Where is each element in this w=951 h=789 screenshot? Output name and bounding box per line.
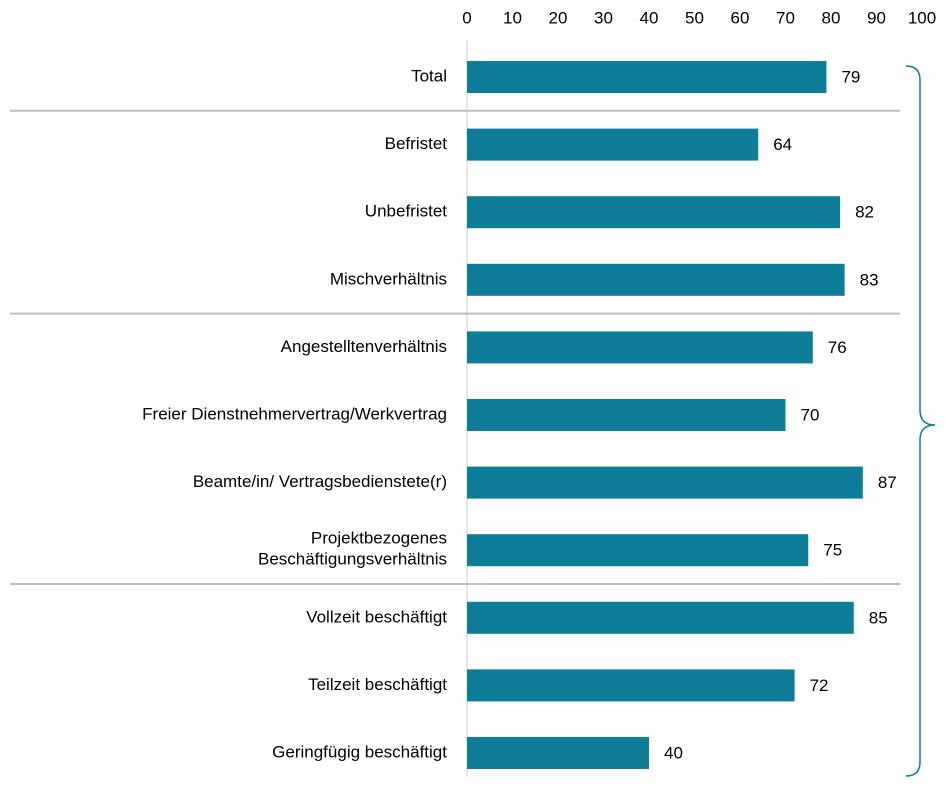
brace	[905, 65, 936, 777]
value-label: 72	[810, 676, 829, 695]
x-tick-label: 70	[776, 8, 795, 27]
value-label: 87	[878, 473, 897, 492]
category-label: Vollzeit beschäftigt	[306, 607, 447, 626]
bar	[467, 601, 854, 634]
x-tick-label: 30	[594, 8, 613, 27]
category-label: Mischverhältnis	[330, 269, 447, 288]
category-label: Total	[411, 66, 447, 85]
bar	[467, 669, 795, 702]
value-label: 83	[860, 270, 879, 289]
value-label: 64	[773, 135, 792, 154]
x-tick-label: 10	[503, 8, 522, 27]
bar	[467, 399, 786, 431]
category-label: Geringfügig beschäftigt	[272, 742, 447, 761]
value-label: 85	[869, 608, 888, 627]
value-label: 70	[801, 405, 820, 424]
bar	[467, 534, 809, 567]
bar	[467, 196, 841, 229]
category-label: Freier Dienstnehmervertrag/Werkvertrag	[142, 404, 447, 423]
x-tick-label: 40	[640, 8, 659, 27]
value-label: 76	[828, 338, 847, 357]
x-tick-label: 90	[867, 8, 886, 27]
value-label: 82	[855, 203, 874, 222]
category-label-line: Projektbezogenes	[311, 529, 447, 548]
category-label: Projektbezogenes Beschäftigungsverhältnis	[258, 529, 447, 569]
x-tick-label: 20	[549, 8, 568, 27]
category-label: Beamte/in/ Vertragsbedienstete(r)	[193, 472, 447, 491]
value-label: 79	[841, 67, 860, 86]
category-label: Befristet	[385, 134, 448, 153]
bar	[467, 263, 845, 296]
bar	[467, 128, 759, 161]
value-label: 40	[664, 743, 683, 762]
category-label: Teilzeit beschäftigt	[308, 675, 447, 694]
bar	[467, 737, 649, 769]
bar	[467, 466, 863, 499]
bar	[467, 61, 827, 93]
bar	[467, 331, 813, 364]
x-tick-label: 60	[731, 8, 750, 27]
category-label-line: Beschäftigungsverhältnis	[258, 550, 447, 569]
category-label: Angestelltenverhältnis	[281, 337, 447, 356]
x-tick-label: 100	[908, 8, 936, 27]
x-tick-label: 0	[462, 8, 471, 27]
x-tick-label: 50	[685, 8, 704, 27]
category-label: Unbefristet	[365, 202, 447, 221]
value-label: 75	[823, 541, 842, 560]
x-tick-label: 80	[822, 8, 841, 27]
